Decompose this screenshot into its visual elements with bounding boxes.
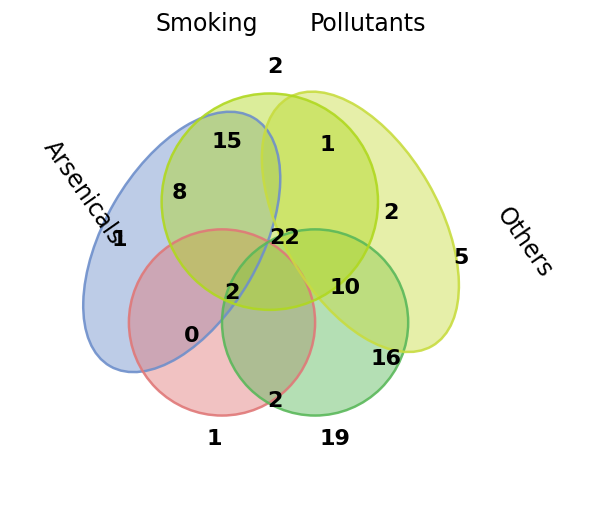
Text: 16: 16 xyxy=(370,348,401,368)
Text: 1: 1 xyxy=(320,134,335,155)
Text: 5: 5 xyxy=(454,247,469,268)
Ellipse shape xyxy=(222,230,408,416)
Text: Smoking: Smoking xyxy=(155,12,258,36)
Text: 1: 1 xyxy=(207,428,222,448)
Text: 1: 1 xyxy=(111,230,127,250)
Text: 22: 22 xyxy=(269,227,300,247)
Text: 10: 10 xyxy=(330,278,361,297)
Ellipse shape xyxy=(161,94,378,310)
Ellipse shape xyxy=(129,230,315,416)
Text: 2: 2 xyxy=(383,203,398,222)
Text: 2: 2 xyxy=(267,57,283,77)
Text: 2: 2 xyxy=(224,283,240,302)
Text: 8: 8 xyxy=(172,182,187,202)
Text: Arsenicals: Arsenicals xyxy=(39,136,128,248)
Text: Pollutants: Pollutants xyxy=(310,12,426,36)
Text: 0: 0 xyxy=(184,325,200,345)
Ellipse shape xyxy=(262,92,459,352)
Text: Others: Others xyxy=(491,203,557,282)
Text: 19: 19 xyxy=(320,428,350,448)
Text: 15: 15 xyxy=(212,132,242,152)
Ellipse shape xyxy=(83,113,280,372)
Text: 2: 2 xyxy=(267,391,283,411)
